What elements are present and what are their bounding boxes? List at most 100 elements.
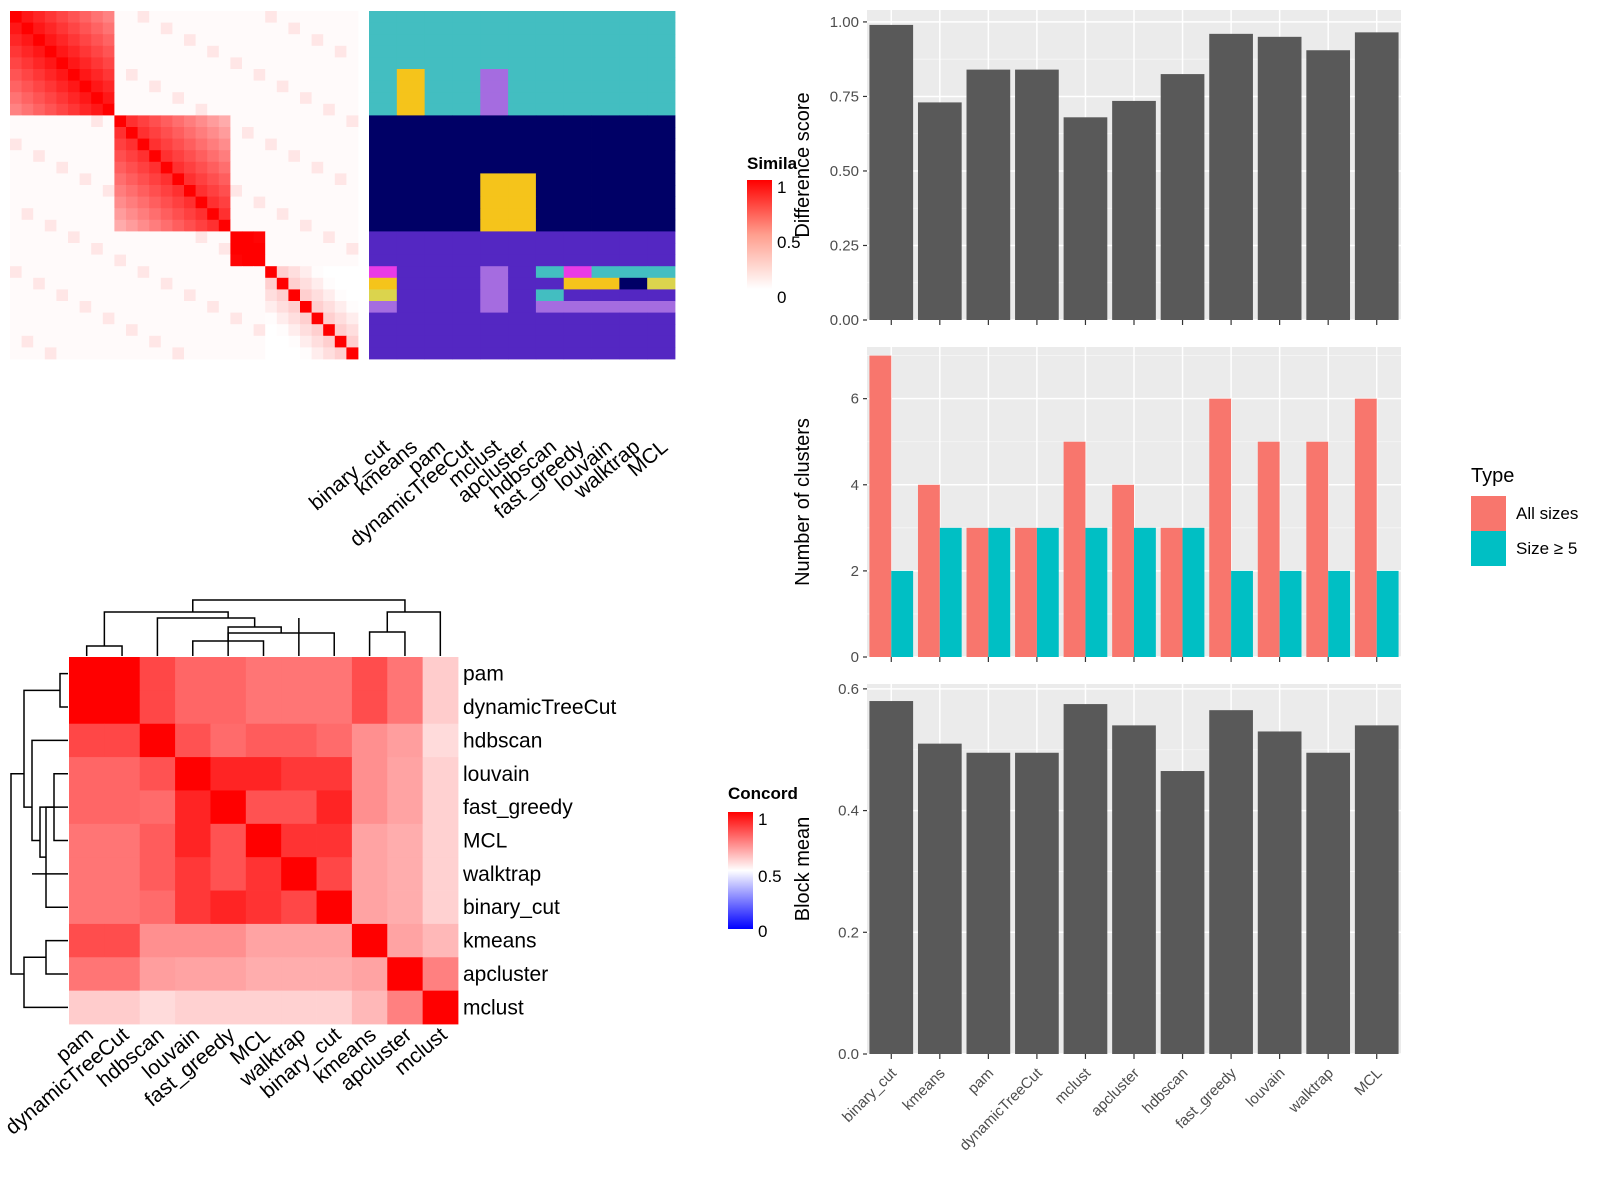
heatmap-cell: [172, 57, 185, 70]
heatmap-cell: [300, 324, 312, 337]
heatmap-cell: [21, 92, 34, 105]
cluster-cell: [563, 11, 592, 23]
heatmap-cell: [44, 138, 57, 151]
heatmap-cell: [276, 22, 289, 35]
cluster-cell: [480, 11, 509, 23]
bar: [1257, 36, 1302, 320]
heatmap-cell: [10, 335, 22, 348]
cluster-cell: [369, 219, 398, 232]
heatmap-cell: [300, 115, 312, 128]
concordance-cell: [210, 923, 247, 958]
heatmap-cell: [172, 312, 185, 325]
heatmap-cell: [44, 196, 57, 209]
cluster-cell: [508, 243, 537, 255]
heatmap-cell: [160, 312, 173, 325]
heatmap-cell: [68, 231, 80, 244]
cluster-cell: [508, 69, 537, 81]
dendrogram-link: [192, 599, 406, 612]
heatmap-cell: [10, 45, 22, 58]
heatmap-cell: [242, 335, 254, 348]
heatmap-cell: [172, 115, 185, 128]
heatmap-cell: [10, 115, 22, 128]
heatmap-cell: [172, 69, 185, 81]
heatmap-cell: [137, 103, 150, 116]
heatmap-cell: [276, 335, 289, 348]
cluster-cell: [647, 57, 676, 70]
heatmap-cell: [126, 243, 138, 255]
heatmap-cell: [242, 34, 254, 47]
cluster-cell: [647, 254, 676, 267]
heatmap-cell: [218, 266, 231, 279]
cluster-cell: [591, 335, 620, 348]
heatmap-cell: [323, 312, 336, 325]
cluster-cell: [535, 127, 565, 139]
cluster-cell: [480, 254, 509, 267]
cluster-cell: [452, 243, 481, 255]
heatmap-cell: [44, 173, 57, 186]
cluster-cell: [619, 115, 648, 128]
cluster-cell: [452, 34, 481, 47]
heatmap-cell: [276, 92, 289, 105]
cluster-cell: [563, 347, 592, 360]
concordance-cell: [281, 823, 317, 858]
cluster-cell: [452, 161, 481, 174]
cluster-cell: [396, 45, 426, 58]
cluster-cell: [563, 219, 592, 232]
concordance-cell: [175, 757, 211, 791]
cluster-cell: [647, 266, 676, 279]
heatmap-cell: [288, 208, 301, 221]
heatmap-cell: [68, 22, 80, 35]
concordance-cell: [351, 923, 388, 958]
heatmap-cell: [149, 57, 162, 70]
heatmap-cell: [91, 208, 104, 221]
heatmap-cell: [79, 347, 92, 360]
heatmap-cell: [288, 196, 301, 209]
heatmap-cell: [242, 57, 254, 70]
bar: [1063, 117, 1108, 320]
heatmap-cell: [56, 92, 69, 105]
heatmap-cell: [242, 103, 254, 116]
heatmap-cell: [300, 11, 312, 23]
concordance-cell: [104, 923, 141, 958]
cluster-assignment-grid: [369, 11, 676, 360]
heatmap-cell: [265, 138, 278, 151]
heatmap-cell: [253, 57, 266, 70]
heatmap-cell: [195, 11, 208, 23]
cluster-cell: [591, 34, 620, 47]
heatmap-cell: [184, 254, 196, 267]
concordance-cell: [422, 890, 459, 925]
heatmap-cell: [126, 34, 138, 47]
cluster-cell: [535, 277, 565, 290]
cluster-cell: [563, 92, 592, 105]
cluster-cell: [591, 185, 620, 197]
heatmap-cell: [91, 80, 104, 93]
heatmap-cell: [265, 208, 278, 221]
heatmap-cell: [126, 57, 138, 70]
heatmap-cell: [207, 277, 220, 290]
heatmap-cell: [10, 243, 22, 255]
cluster-cell: [535, 254, 565, 267]
heatmap-cell: [242, 150, 254, 163]
heatmap-cell: [102, 138, 115, 151]
heatmap-cell: [253, 266, 266, 279]
heatmap-cell: [346, 127, 359, 139]
cluster-cell: [424, 196, 453, 209]
heatmap-cell: [126, 115, 138, 128]
heatmap-cell: [21, 324, 34, 337]
cluster-cell: [369, 301, 398, 313]
cluster-cell: [480, 312, 509, 325]
heatmap-cell: [10, 324, 22, 337]
heatmap-cell: [33, 150, 46, 163]
cluster-cell: [591, 266, 620, 279]
cluster-cell: [424, 138, 453, 151]
heatmap-cell: [33, 301, 46, 313]
heatmap-cell: [56, 289, 69, 302]
concordance-cell: [69, 890, 105, 925]
concordance-cell: [245, 857, 282, 891]
heatmap-cell: [160, 22, 173, 35]
cluster-cell: [369, 57, 398, 70]
concordance-cell: [104, 723, 141, 758]
cluster-cell: [424, 185, 453, 197]
heatmap-cell: [323, 103, 336, 116]
concordance-cell: [104, 957, 141, 992]
